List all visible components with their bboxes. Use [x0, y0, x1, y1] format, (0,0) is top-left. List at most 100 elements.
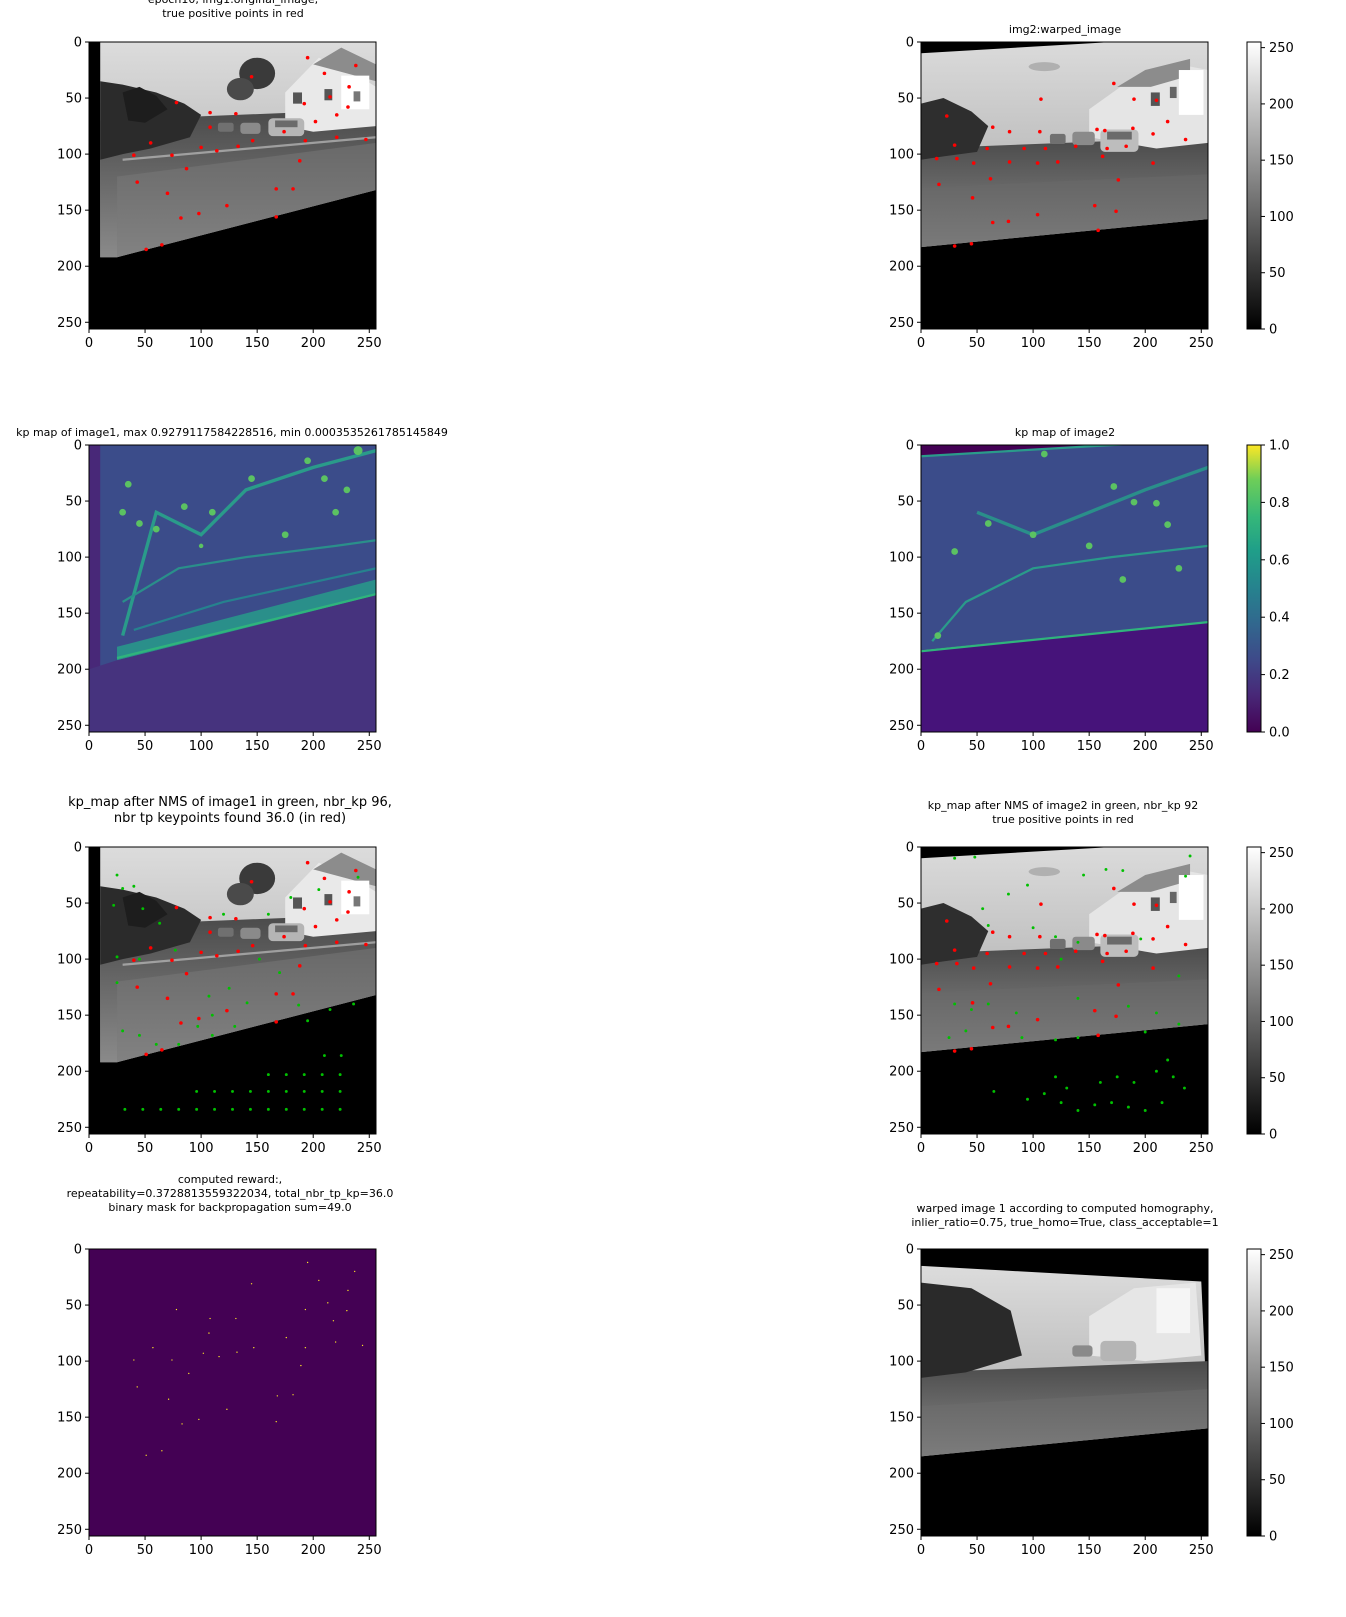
- keypoint-red: [160, 1048, 164, 1052]
- x-tick-label: 150: [1077, 739, 1102, 754]
- keypoint-yellow: [188, 1372, 190, 1375]
- p6-colorbar-gradient: [1246, 846, 1262, 1135]
- keypoint-green: [195, 1107, 199, 1111]
- colorbar-tick-label: 100: [1269, 1417, 1294, 1432]
- keypoint-red: [346, 105, 350, 109]
- keypoint-red: [1131, 931, 1135, 936]
- p8-colorbar-ticks: 0 50 100 150 200 250: [1261, 1248, 1294, 1545]
- keypoint-green: [1160, 1101, 1164, 1105]
- keypoint-red: [354, 63, 358, 68]
- keypoint-green: [121, 887, 125, 890]
- x-tick-label: 0: [917, 739, 925, 754]
- keypoint-green: [284, 1107, 288, 1111]
- keypoint-red: [1096, 1033, 1100, 1038]
- keypoint-yellow: [304, 1308, 307, 1311]
- keypoint-green: [266, 1107, 270, 1111]
- x-tick-label: 100: [1021, 1543, 1046, 1558]
- y-tick-label: 200: [889, 260, 914, 275]
- keypoint-red: [174, 905, 179, 910]
- x-tick-label: 0: [917, 1141, 925, 1156]
- y-tick-label: 50: [65, 495, 82, 510]
- keypoint-yellow: [145, 1454, 147, 1456]
- keypoint-red: [322, 71, 327, 76]
- p8-title: warped image 1 according to computed hom…: [911, 1202, 1218, 1229]
- keypoint-red: [334, 113, 339, 117]
- keypoint-red: [1132, 902, 1136, 906]
- keypoint-green: [302, 1089, 306, 1093]
- keypoint-green: [1098, 1080, 1102, 1084]
- keypoint-green: [231, 1089, 234, 1093]
- keypoint-red: [1105, 146, 1109, 151]
- p2-x-ticks: 0 50 100 150 200 250: [917, 329, 1214, 351]
- p8-colorbar-gradient: [1246, 1248, 1262, 1537]
- keypoint-red: [952, 1049, 957, 1053]
- keypoint-yellow: [354, 1270, 356, 1273]
- keypoint-green: [302, 1073, 306, 1077]
- x-tick-label: 150: [245, 1141, 270, 1156]
- p8-image: [921, 1249, 1208, 1536]
- keypoint-red: [1095, 932, 1099, 937]
- keypoint-yellow: [304, 1346, 307, 1349]
- x-tick-label: 150: [1077, 336, 1102, 351]
- keypoint-green: [969, 1008, 973, 1012]
- keypoint-yellow: [318, 1279, 320, 1282]
- keypoint-yellow: [236, 1351, 238, 1353]
- keypoint-green: [1132, 1080, 1136, 1084]
- keypoint-green: [1115, 1075, 1119, 1079]
- keypoint-red: [985, 951, 989, 956]
- keypoint-red: [144, 247, 148, 252]
- keypoint-green: [1121, 869, 1125, 873]
- keypoint-green: [973, 855, 977, 859]
- keypoint-green: [328, 1008, 332, 1012]
- p3-title-line: kp map of image1, max 0.9279117584228516…: [16, 426, 448, 439]
- y-tick-label: 100: [57, 1355, 82, 1370]
- keypoint-green: [1177, 1022, 1181, 1026]
- keypoint-red: [1073, 949, 1078, 954]
- x-tick-label: 250: [1189, 1141, 1214, 1156]
- keypoint-red: [225, 1008, 229, 1013]
- keypoint-red: [179, 1021, 183, 1025]
- y-tick-label: 0: [74, 439, 82, 454]
- p3-title: kp map of image1, max 0.9279117584228516…: [16, 426, 448, 439]
- keypoint-green: [992, 1089, 996, 1093]
- keypoint-red: [313, 924, 318, 929]
- y-tick-label: 100: [57, 953, 82, 968]
- keypoint-green: [248, 1107, 252, 1111]
- x-tick-label: 200: [301, 336, 326, 351]
- keypoint-green: [338, 1073, 342, 1077]
- keypoint-green: [322, 1054, 326, 1057]
- keypoint-red: [1055, 965, 1060, 969]
- keypoint-red: [305, 860, 310, 865]
- keypoint-red: [1105, 951, 1109, 956]
- x-tick-label: 150: [245, 739, 270, 754]
- keypoint-red: [236, 144, 240, 149]
- keypoint-red: [1007, 934, 1012, 939]
- keypoint-green: [115, 981, 119, 985]
- keypoint-green: [1076, 940, 1080, 944]
- y-tick-label: 50: [65, 92, 82, 107]
- y-tick-label: 200: [57, 663, 82, 678]
- y-tick-label: 250: [57, 316, 82, 331]
- keypoint-red: [955, 156, 959, 161]
- keypoint-red: [170, 153, 174, 158]
- y-tick-label: 150: [889, 1009, 914, 1024]
- p6-frame: [920, 846, 1209, 1135]
- p2-colorbar: 0 50 100 150 200 250: [1246, 41, 1294, 338]
- keypoint-yellow: [346, 1309, 348, 1312]
- p4-colorbar: 0.0 0.2 0.4 0.6 0.8 1.0: [1246, 439, 1290, 741]
- y-tick-label: 100: [889, 148, 914, 163]
- p8-title-line: warped image 1 according to computed hom…: [916, 1202, 1213, 1215]
- keypoint-green: [196, 1024, 200, 1028]
- keypoint-red: [132, 153, 136, 158]
- keypoint-red: [347, 85, 351, 89]
- keypoint-green: [1126, 1105, 1130, 1109]
- colorbar-tick-label: 0.4: [1269, 611, 1290, 626]
- colorbar-tick-label: 0.8: [1269, 496, 1290, 511]
- colorbar-tick-label: 0.0: [1269, 726, 1290, 741]
- keypoint-yellow: [208, 1332, 210, 1334]
- p5-frame: [88, 846, 377, 1135]
- p5-title: kp_map after NMS of image1 in green, nbr…: [68, 795, 392, 826]
- keypoint-red: [354, 868, 358, 873]
- p5-y-ticks: 0 50 100 150 200 250: [57, 841, 89, 1136]
- keypoint-red: [944, 919, 949, 923]
